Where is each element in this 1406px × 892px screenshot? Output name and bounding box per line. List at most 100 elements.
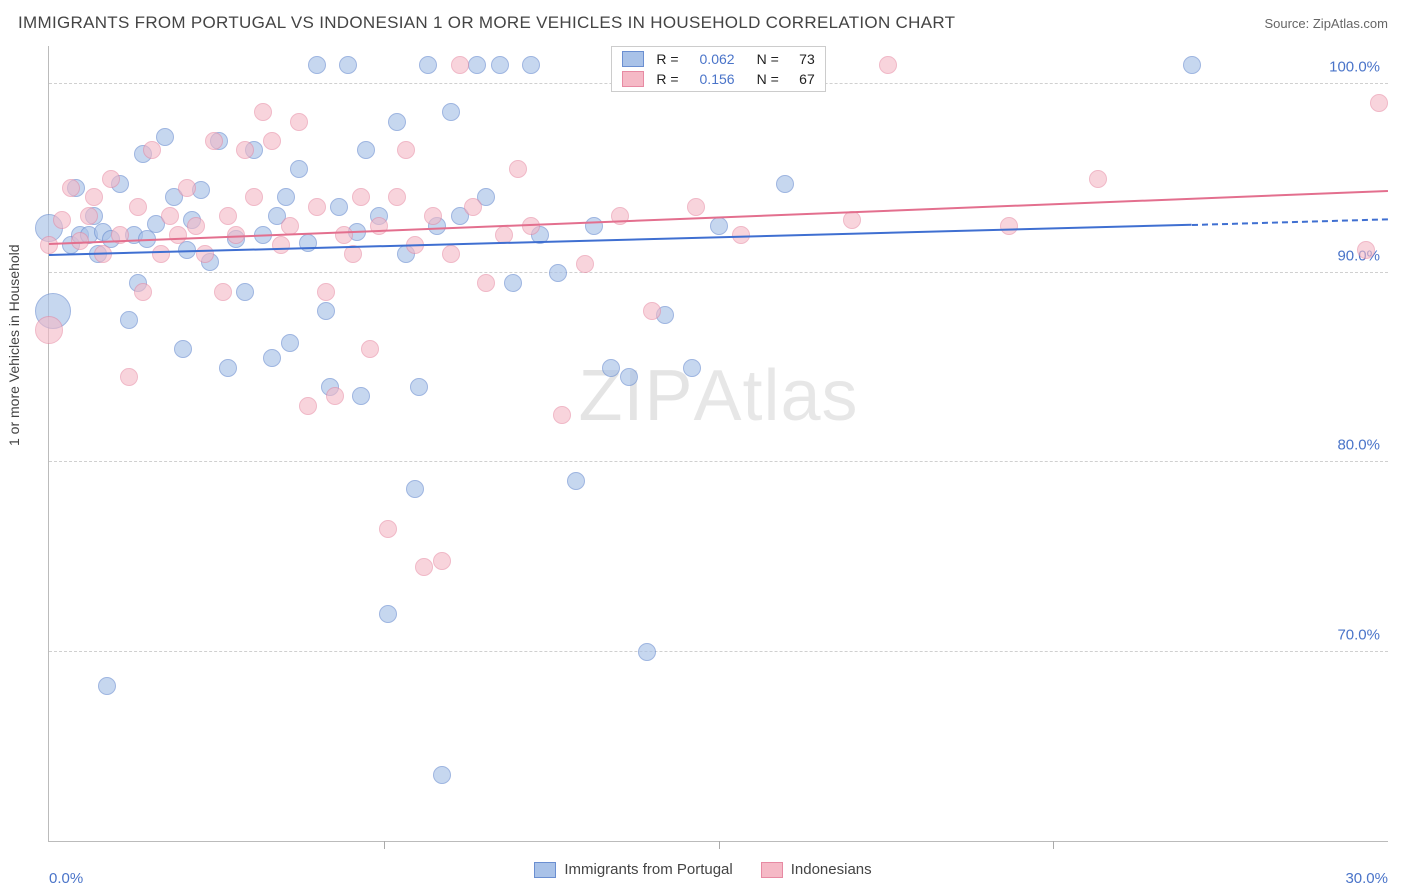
scatter-point xyxy=(576,255,594,273)
legend-label: Immigrants from Portugal xyxy=(564,861,732,878)
scatter-point xyxy=(196,245,214,263)
scatter-point xyxy=(152,245,170,263)
scatter-point xyxy=(120,311,138,329)
scatter-point xyxy=(245,188,263,206)
scatter-point xyxy=(317,283,335,301)
legend-swatch xyxy=(622,71,644,87)
scatter-point xyxy=(477,274,495,292)
scatter-point xyxy=(308,56,326,74)
scatter-point xyxy=(53,211,71,229)
scatter-point xyxy=(236,283,254,301)
scatter-point xyxy=(361,340,379,358)
scatter-point xyxy=(161,207,179,225)
scatter-point xyxy=(415,558,433,576)
scatter-point xyxy=(843,211,861,229)
scatter-point xyxy=(98,677,116,695)
scatter-point xyxy=(352,387,370,405)
scatter-point xyxy=(263,132,281,150)
scatter-point xyxy=(1370,94,1388,112)
scatter-point xyxy=(1183,56,1201,74)
n-value: 67 xyxy=(787,71,815,87)
n-value: 73 xyxy=(787,51,815,67)
scatter-point xyxy=(35,316,63,344)
gridline-h xyxy=(49,461,1388,462)
scatter-point xyxy=(277,188,295,206)
scatter-point xyxy=(549,264,567,282)
scatter-point xyxy=(388,113,406,131)
scatter-point xyxy=(102,170,120,188)
legend-swatch xyxy=(534,862,556,878)
scatter-point xyxy=(156,128,174,146)
scatter-point xyxy=(442,103,460,121)
scatter-point xyxy=(585,217,603,235)
scatter-point xyxy=(85,188,103,206)
y-tick-label: 80.0% xyxy=(1337,437,1380,454)
scatter-point xyxy=(330,198,348,216)
scatter-point xyxy=(687,198,705,216)
legend-row: R =0.062N =73 xyxy=(612,49,824,69)
scatter-point xyxy=(134,283,152,301)
trendline xyxy=(1192,218,1388,226)
scatter-point xyxy=(290,160,308,178)
scatter-point xyxy=(388,188,406,206)
gridline-h xyxy=(49,651,1388,652)
scatter-point xyxy=(205,132,223,150)
scatter-point xyxy=(620,368,638,386)
scatter-point xyxy=(1000,217,1018,235)
r-value: 0.156 xyxy=(687,71,735,87)
scatter-point xyxy=(424,207,442,225)
legend-label: Indonesians xyxy=(791,861,872,878)
scatter-point xyxy=(379,605,397,623)
scatter-point xyxy=(178,179,196,197)
legend-item: Indonesians xyxy=(761,861,872,878)
scatter-point xyxy=(602,359,620,377)
scatter-point xyxy=(1089,170,1107,188)
x-tick-mark xyxy=(384,841,385,849)
legend-item: Immigrants from Portugal xyxy=(534,861,732,878)
scatter-point xyxy=(62,179,80,197)
scatter-point xyxy=(567,472,585,490)
scatter-point xyxy=(468,56,486,74)
r-label: R = xyxy=(656,51,678,67)
scatter-point xyxy=(451,56,469,74)
scatter-point xyxy=(410,378,428,396)
scatter-point xyxy=(683,359,701,377)
gridline-h xyxy=(49,272,1388,273)
x-tick-mark xyxy=(1053,841,1054,849)
chart-header: IMMIGRANTS FROM PORTUGAL VS INDONESIAN 1… xyxy=(0,0,1406,46)
scatter-point xyxy=(643,302,661,320)
scatter-point xyxy=(281,217,299,235)
scatter-point xyxy=(80,207,98,225)
r-label: R = xyxy=(656,71,678,87)
scatter-point xyxy=(397,141,415,159)
scatter-point xyxy=(1357,241,1375,259)
scatter-point xyxy=(491,56,509,74)
scatter-point xyxy=(352,188,370,206)
scatter-point xyxy=(120,368,138,386)
scatter-point xyxy=(214,283,232,301)
scatter-point xyxy=(326,387,344,405)
scatter-point xyxy=(174,340,192,358)
scatter-point xyxy=(290,113,308,131)
scatter-point xyxy=(433,766,451,784)
scatter-point xyxy=(143,141,161,159)
scatter-point xyxy=(335,226,353,244)
scatter-point xyxy=(281,334,299,352)
n-label: N = xyxy=(757,71,779,87)
scatter-point xyxy=(406,480,424,498)
legend-correlation: R =0.062N =73R =0.156N =67 xyxy=(611,46,825,92)
scatter-point xyxy=(219,207,237,225)
scatter-point xyxy=(272,236,290,254)
y-tick-label: 70.0% xyxy=(1337,626,1380,643)
scatter-point xyxy=(442,245,460,263)
legend-bottom: Immigrants from Portugal Indonesians xyxy=(0,861,1406,878)
scatter-point xyxy=(236,141,254,159)
scatter-point xyxy=(254,103,272,121)
watermark: ZIPAtlas xyxy=(578,355,858,437)
scatter-point xyxy=(522,56,540,74)
plot-wrapper: ZIPAtlas 70.0%80.0%90.0%100.0%0.0%30.0%R… xyxy=(48,46,1388,842)
scatter-point xyxy=(504,274,522,292)
scatter-point xyxy=(419,56,437,74)
y-axis-label: 1 or more Vehicles in Household xyxy=(6,244,22,446)
scatter-point xyxy=(129,198,147,216)
